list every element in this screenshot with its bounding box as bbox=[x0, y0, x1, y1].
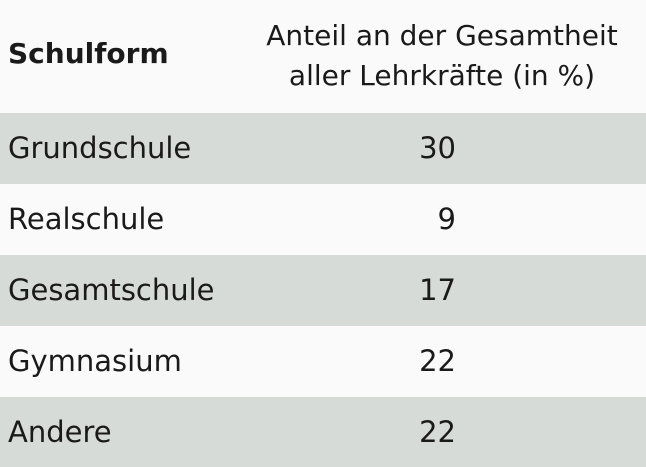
row-name: Grundschule bbox=[8, 131, 192, 165]
row-name: Gymnasium bbox=[8, 344, 182, 378]
row-value: 9 bbox=[437, 202, 456, 236]
row-value: 17 bbox=[419, 273, 456, 307]
row-value: 22 bbox=[419, 344, 456, 378]
column-header-anteil-line2: aller Lehrkräfte (in %) bbox=[288, 59, 596, 92]
row-name: Gesamtschule bbox=[8, 273, 215, 307]
row-name: Realschule bbox=[8, 202, 165, 236]
table-row: Grundschule 30 bbox=[0, 113, 646, 184]
column-header-anteil-line1: Anteil an der Gesamtheit bbox=[266, 19, 618, 52]
table-header: Schulform Anteil an der Gesamtheit aller… bbox=[0, 0, 646, 113]
row-value: 30 bbox=[419, 131, 456, 165]
table-row: Andere 22 bbox=[0, 397, 646, 467]
row-value: 22 bbox=[419, 415, 456, 449]
table-row: Gesamtschule 17 bbox=[0, 255, 646, 326]
row-name: Andere bbox=[8, 415, 112, 449]
table-row: Gymnasium 22 bbox=[0, 326, 646, 397]
column-header-schulform: Schulform bbox=[8, 37, 169, 70]
table-row: Realschule 9 bbox=[0, 184, 646, 255]
column-header-anteil: Anteil an der Gesamtheit aller Lehrkräft… bbox=[242, 16, 642, 96]
